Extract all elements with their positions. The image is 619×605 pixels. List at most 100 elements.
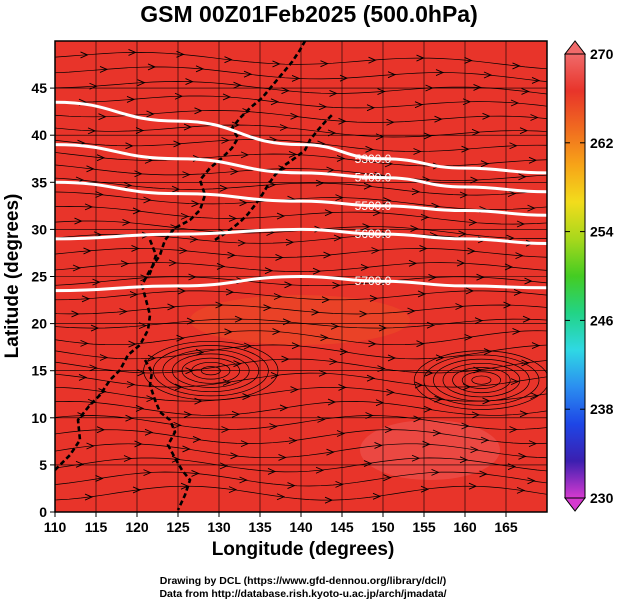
y-tick-label: 5 <box>39 457 47 473</box>
coastline-philippines <box>143 359 192 511</box>
streamline-arrow <box>519 127 529 135</box>
streamline-arrow <box>288 437 298 445</box>
streamline-arrow <box>269 423 278 430</box>
streamline-arrow <box>518 452 527 460</box>
streamline-arrow <box>147 354 157 362</box>
streamline-arrow <box>278 454 287 461</box>
streamline-arrow <box>422 440 431 448</box>
streamline-arrow <box>509 426 518 433</box>
coastline <box>55 41 333 511</box>
height-contour-line <box>55 143 547 194</box>
streamline-arrow <box>374 442 383 449</box>
streamline-arrow <box>335 480 344 488</box>
streamline-arrow <box>143 196 152 204</box>
streamline-arrow <box>320 60 329 68</box>
streamline-arrow <box>473 84 482 91</box>
streamline-arrow <box>420 213 430 221</box>
streamline-arrow <box>515 252 524 260</box>
streamline-arrow <box>83 247 92 255</box>
warm-anomaly <box>360 420 500 480</box>
streamline-arrow <box>173 421 182 429</box>
streamline-arrow <box>461 422 470 430</box>
streamline-arrow <box>317 415 326 423</box>
streamline-arrow <box>414 381 424 389</box>
streamline-arrow <box>435 69 445 76</box>
colorbar-bar <box>564 53 586 499</box>
streamline-arrow <box>119 308 128 315</box>
y-axis-ticks: 0 5 10 15 20 25 30 35 40 45 <box>31 80 55 520</box>
streamline-arrow <box>270 372 280 379</box>
streamline-arrow <box>435 354 445 362</box>
streamline-arrow <box>135 127 145 134</box>
streamline-arrow <box>215 301 224 309</box>
height-contour-label: 5600.0 <box>355 227 392 241</box>
streamline-arrow <box>480 160 490 168</box>
streamline-arrow <box>432 429 442 437</box>
height-contours: 5300.0 5400.0 5500.0 5600.0 5700.0 <box>55 100 547 293</box>
streamline-arrow <box>387 71 397 79</box>
streamline-arrow <box>366 374 376 382</box>
streamline-arrow <box>267 468 277 475</box>
streamline-arrow <box>411 454 421 462</box>
streamline-arrow <box>279 404 289 412</box>
colorbar: 230 238 246 254 262 270 <box>563 40 614 512</box>
streamline-arrow <box>479 470 488 478</box>
streamline-arrow <box>98 388 107 395</box>
streamline-arrow <box>521 88 530 95</box>
streamline-arrow <box>455 303 464 310</box>
streamline-arrow <box>71 310 80 318</box>
streamline-arrow <box>182 445 191 453</box>
credit-line-data: Data from http://database.rish.kyoto-u.a… <box>159 588 446 600</box>
streamline-arrow <box>339 74 349 82</box>
streamline-arrow <box>174 92 184 100</box>
coastline-japan <box>214 114 333 242</box>
colorbar-tick-label: 270 <box>590 46 614 62</box>
streamline-arrow <box>131 245 140 252</box>
streamline-arrow <box>411 188 421 196</box>
streamline-arrow <box>338 117 347 125</box>
streamline-arrow <box>191 470 200 477</box>
streamline-arrow <box>224 328 233 336</box>
streamline-arrow <box>516 486 526 494</box>
x-tick-label: 120 <box>125 519 149 535</box>
streamline-arrow <box>177 287 187 295</box>
streamline-arrow <box>285 238 295 246</box>
streamline-arrow <box>186 317 196 325</box>
streamline-arrow <box>531 342 541 349</box>
circulation-ring <box>433 358 530 402</box>
streamline-arrow <box>360 264 370 271</box>
streamline-arrow <box>89 364 98 372</box>
streamline-arrow <box>288 150 298 158</box>
streamline-arrow <box>81 295 91 303</box>
streamline-arrow <box>174 383 184 391</box>
streamline-arrow <box>183 411 193 418</box>
streamline-arrow <box>194 397 203 405</box>
streamline-arrow <box>72 264 82 272</box>
streamline-arrow <box>386 388 395 396</box>
x-tick-label: 135 <box>248 519 272 535</box>
streamline-arrow <box>471 128 481 136</box>
streamline-arrow <box>291 342 301 350</box>
streamline-arrow <box>456 259 466 267</box>
y-axis-label: Latitude (degrees) <box>2 194 23 359</box>
streamline-arrow <box>513 289 523 296</box>
streamline-arrow <box>230 168 239 175</box>
streamline-arrow <box>78 374 88 381</box>
streamline-arrow <box>290 112 299 120</box>
streamline-arrow <box>329 358 338 366</box>
chart-title: GSM 00Z01Feb2025 (500.0hPa) <box>140 1 478 27</box>
streamline-arrow <box>281 87 290 95</box>
streamline-arrow <box>243 342 253 350</box>
streamline-arrow <box>96 154 106 162</box>
streamline-arrow <box>98 113 107 121</box>
streamline-arrow <box>384 160 394 168</box>
streamline-arrow <box>434 395 443 403</box>
streamline-arrow <box>96 426 106 434</box>
streamline-arrow <box>192 435 202 443</box>
streamline-arrow <box>483 71 493 79</box>
streamline-arrow <box>84 203 94 211</box>
streamline-arrow <box>221 426 230 433</box>
streamline-arrow <box>504 263 514 271</box>
streamline-arrow <box>123 455 133 462</box>
streamline-arrow <box>195 65 205 73</box>
